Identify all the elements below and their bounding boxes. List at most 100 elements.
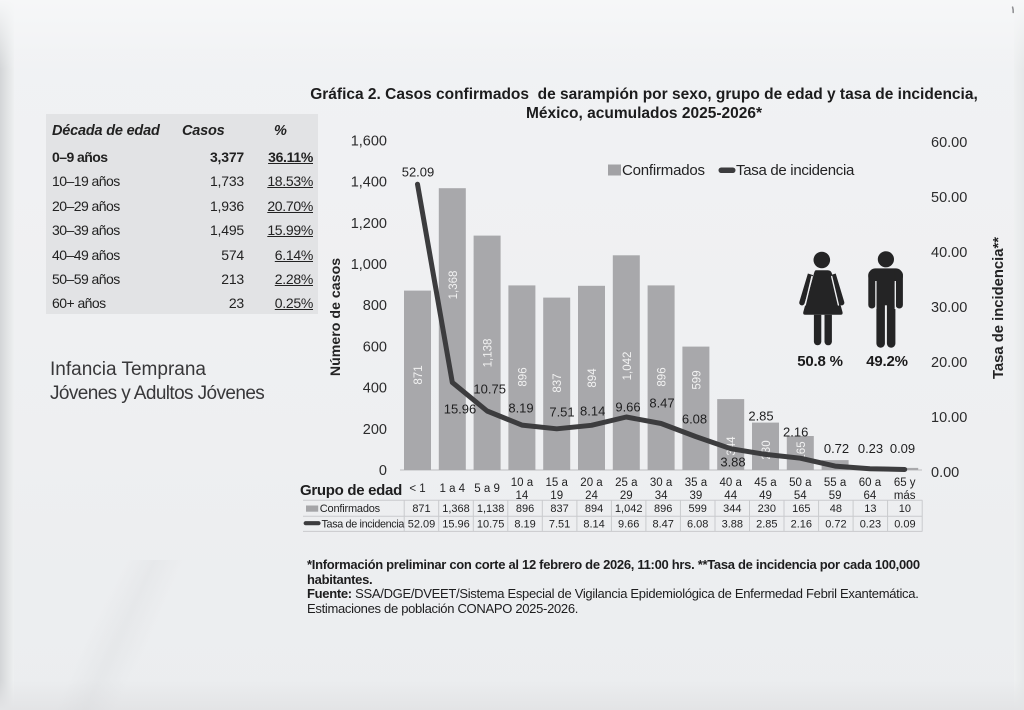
svg-text:52.09: 52.09 bbox=[402, 165, 435, 180]
svg-text:45 a: 45 a bbox=[754, 477, 777, 489]
svg-text:40 a: 40 a bbox=[720, 477, 743, 489]
svg-text:20 a: 20 a bbox=[580, 477, 603, 489]
svg-text:30 a: 30 a bbox=[650, 477, 673, 489]
svg-text:0.72: 0.72 bbox=[825, 518, 846, 530]
svg-text:25 a: 25 a bbox=[615, 477, 638, 489]
svg-text:1,138: 1,138 bbox=[477, 503, 505, 515]
svg-text:1,042: 1,042 bbox=[615, 503, 643, 515]
svg-text:60 a: 60 a bbox=[859, 477, 882, 489]
svg-text:1,600: 1,600 bbox=[351, 133, 387, 149]
svg-text:1,400: 1,400 bbox=[351, 175, 387, 191]
svg-text:8.19: 8.19 bbox=[514, 518, 535, 530]
svg-text:< 1: < 1 bbox=[409, 483, 425, 495]
svg-text:30.00: 30.00 bbox=[931, 300, 967, 316]
svg-text:600: 600 bbox=[363, 339, 387, 355]
svg-text:Número de casos: Número de casos bbox=[328, 258, 344, 376]
svg-text:10.00: 10.00 bbox=[931, 410, 967, 426]
svg-text:0.23: 0.23 bbox=[858, 441, 883, 456]
svg-text:800: 800 bbox=[363, 298, 387, 314]
svg-text:1,368: 1,368 bbox=[448, 271, 460, 300]
svg-text:837: 837 bbox=[550, 503, 568, 515]
svg-text:24: 24 bbox=[585, 490, 598, 502]
svg-text:9.66: 9.66 bbox=[615, 400, 640, 415]
svg-text:Tasa de incidencia**: Tasa de incidencia** bbox=[991, 237, 1007, 379]
svg-text:896: 896 bbox=[657, 367, 669, 386]
svg-text:20.00: 20.00 bbox=[931, 355, 967, 371]
svg-text:5 a 9: 5 a 9 bbox=[474, 483, 500, 495]
svg-text:599: 599 bbox=[689, 503, 707, 515]
svg-text:8.47: 8.47 bbox=[649, 396, 674, 411]
svg-text:59: 59 bbox=[829, 490, 842, 502]
svg-text:7.51: 7.51 bbox=[549, 518, 570, 530]
svg-text:15.96: 15.96 bbox=[442, 518, 470, 530]
svg-text:48: 48 bbox=[830, 503, 842, 515]
svg-text:49.2%: 49.2% bbox=[866, 353, 908, 370]
svg-text:1,138: 1,138 bbox=[483, 339, 495, 368]
svg-text:2.16: 2.16 bbox=[791, 518, 812, 530]
svg-text:1 a 4: 1 a 4 bbox=[440, 483, 466, 495]
svg-text:0.72: 0.72 bbox=[824, 441, 849, 456]
svg-text:3.88: 3.88 bbox=[720, 455, 745, 470]
svg-text:1,368: 1,368 bbox=[442, 503, 470, 515]
svg-text:10 a: 10 a bbox=[511, 477, 534, 489]
svg-text:0.09: 0.09 bbox=[894, 518, 915, 530]
svg-text:Confirmados: Confirmados bbox=[622, 162, 705, 179]
svg-text:44: 44 bbox=[724, 490, 737, 502]
svg-text:8.47: 8.47 bbox=[652, 518, 673, 530]
svg-text:3.88: 3.88 bbox=[722, 518, 743, 530]
svg-text:39: 39 bbox=[690, 490, 703, 502]
svg-text:50.00: 50.00 bbox=[931, 190, 967, 206]
svg-text:Confirmados: Confirmados bbox=[320, 503, 381, 515]
svg-text:230: 230 bbox=[758, 503, 776, 515]
svg-text:64: 64 bbox=[864, 490, 877, 502]
svg-text:0: 0 bbox=[379, 463, 387, 479]
svg-text:15.96: 15.96 bbox=[444, 402, 477, 417]
svg-text:más: más bbox=[894, 490, 916, 502]
svg-text:599: 599 bbox=[691, 370, 703, 389]
svg-text:40.00: 40.00 bbox=[931, 245, 967, 261]
svg-text:9.66: 9.66 bbox=[618, 518, 639, 530]
svg-text:871: 871 bbox=[413, 365, 425, 384]
svg-text:8.19: 8.19 bbox=[508, 401, 533, 416]
svg-text:894: 894 bbox=[585, 503, 603, 515]
svg-text:15 a: 15 a bbox=[546, 477, 569, 489]
svg-text:1,000: 1,000 bbox=[351, 257, 387, 273]
svg-text:Grupo de edad: Grupo de edad bbox=[300, 482, 402, 499]
svg-text:0.00: 0.00 bbox=[931, 465, 959, 481]
svg-text:1,200: 1,200 bbox=[351, 216, 387, 232]
svg-text:60.00: 60.00 bbox=[931, 135, 967, 151]
svg-text:50 a: 50 a bbox=[789, 477, 812, 489]
svg-text:2.16: 2.16 bbox=[783, 425, 808, 440]
svg-text:10: 10 bbox=[899, 503, 911, 515]
svg-text:6.08: 6.08 bbox=[687, 518, 708, 530]
svg-text:1,042: 1,042 bbox=[622, 352, 634, 381]
svg-text:7.51: 7.51 bbox=[549, 405, 574, 420]
svg-text:837: 837 bbox=[552, 373, 564, 392]
svg-text:8.14: 8.14 bbox=[580, 404, 605, 419]
svg-text:896: 896 bbox=[654, 503, 672, 515]
svg-text:35 a: 35 a bbox=[685, 477, 708, 489]
svg-text:896: 896 bbox=[516, 503, 534, 515]
svg-text:896: 896 bbox=[517, 367, 529, 386]
svg-text:29: 29 bbox=[620, 490, 633, 502]
svg-text:200: 200 bbox=[363, 422, 387, 438]
svg-text:2.85: 2.85 bbox=[756, 518, 777, 530]
svg-text:10.75: 10.75 bbox=[477, 518, 505, 530]
svg-text:54: 54 bbox=[794, 490, 807, 502]
svg-text:52.09: 52.09 bbox=[408, 518, 436, 530]
svg-text:34: 34 bbox=[655, 490, 668, 502]
svg-text:165: 165 bbox=[792, 503, 810, 515]
svg-text:6.08: 6.08 bbox=[682, 412, 707, 427]
svg-text:894: 894 bbox=[587, 368, 599, 388]
svg-text:8.14: 8.14 bbox=[583, 518, 604, 530]
svg-text:55 a: 55 a bbox=[824, 477, 847, 489]
svg-text:10.75: 10.75 bbox=[473, 382, 506, 397]
svg-text:Tasa de incidencia: Tasa de incidencia bbox=[322, 518, 405, 530]
svg-text:49: 49 bbox=[759, 490, 772, 502]
svg-text:Tasa de incidencia: Tasa de incidencia bbox=[736, 162, 855, 179]
svg-text:19: 19 bbox=[550, 490, 563, 502]
svg-text:14: 14 bbox=[516, 490, 529, 502]
svg-text:344: 344 bbox=[723, 503, 741, 515]
svg-text:0.09: 0.09 bbox=[890, 441, 915, 456]
svg-text:400: 400 bbox=[363, 381, 387, 397]
